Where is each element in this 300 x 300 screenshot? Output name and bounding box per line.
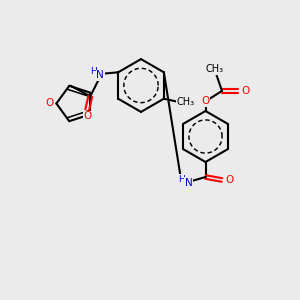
Text: CH₃: CH₃: [205, 64, 223, 74]
Text: CH₃: CH₃: [176, 97, 194, 107]
Text: H: H: [90, 67, 97, 76]
Text: O: O: [83, 111, 92, 122]
Text: N: N: [184, 178, 192, 188]
Text: N: N: [96, 70, 104, 80]
Text: O: O: [201, 96, 210, 106]
Text: O: O: [225, 175, 234, 185]
Text: H: H: [178, 175, 185, 184]
Text: O: O: [242, 86, 250, 96]
Text: O: O: [46, 98, 54, 109]
